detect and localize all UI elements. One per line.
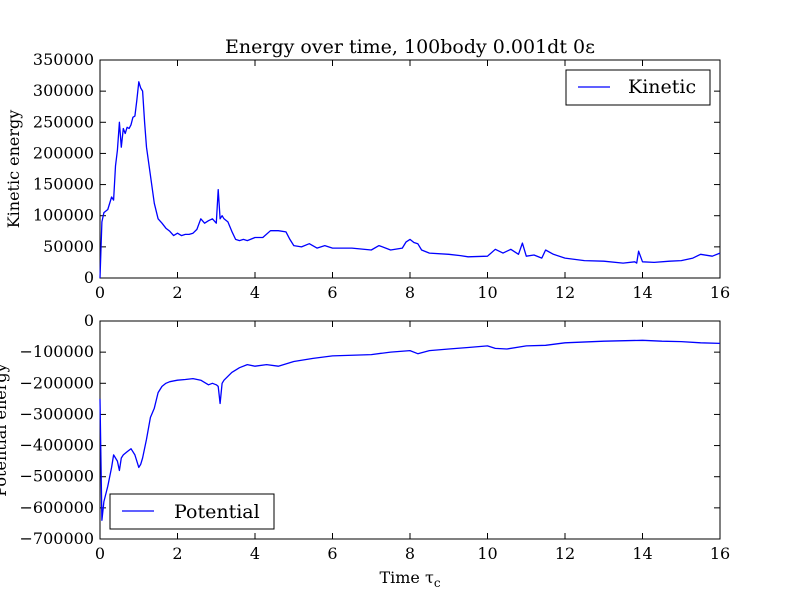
potential-energy-chart: Potential energy 0 2 4 6 8 10 12 14 16 0 −100000 −… <box>0 311 730 590</box>
y-tick-label: 100000 <box>33 206 94 225</box>
series-line <box>99 81 721 279</box>
y-tick-label: −600000 <box>20 498 94 517</box>
y-axis-label: Kinetic energy <box>4 110 23 229</box>
x-tick-label: 8 <box>405 544 415 563</box>
y-tick-label: −300000 <box>20 404 94 423</box>
x-tick-label: 6 <box>327 544 337 563</box>
y-tick-label: 150000 <box>33 175 94 194</box>
x-tick-label: 12 <box>555 283 575 302</box>
x-tick-label: 4 <box>250 544 260 563</box>
x-ticks: 0 2 4 6 8 10 12 14 16 <box>95 321 730 563</box>
x-axis-label-subscript: c <box>434 576 441 590</box>
x-tick-label: 10 <box>477 283 497 302</box>
x-tick-label: 2 <box>172 283 182 302</box>
y-tick-label: 0 <box>84 311 94 330</box>
y-tick-label: −100000 <box>20 342 94 361</box>
x-axis-label-text: Time τ <box>379 568 434 587</box>
y-tick-label: −200000 <box>20 373 94 392</box>
chart-title: Energy over time, 100body 0.001dt 0ε <box>225 36 595 58</box>
y-tick-label: 200000 <box>33 143 94 162</box>
y-tick-label: 300000 <box>33 81 94 100</box>
kinetic-energy-chart: Energy over time, 100body 0.001dt 0ε Kin… <box>4 36 730 302</box>
x-tick-label: 12 <box>555 544 575 563</box>
x-ticks: 0 2 4 6 8 10 12 14 16 <box>95 60 730 302</box>
x-axis-label: Time τc <box>379 568 440 590</box>
x-tick-label: 2 <box>172 544 182 563</box>
x-tick-label: 16 <box>710 283 730 302</box>
y-tick-label: −700000 <box>20 529 94 548</box>
legend: Kinetic <box>565 69 711 106</box>
y-tick-label: 0 <box>84 268 94 287</box>
series-group <box>99 339 721 521</box>
y-tick-label: 250000 <box>33 112 94 131</box>
x-tick-label: 4 <box>250 283 260 302</box>
legend-label: Kinetic <box>628 76 696 98</box>
y-axis-label: Potential energy <box>0 363 10 496</box>
x-tick-label: 6 <box>327 283 337 302</box>
legend-label: Potential <box>174 501 260 523</box>
x-tick-label: 10 <box>477 544 497 563</box>
y-tick-label: 50000 <box>43 237 94 256</box>
x-tick-label: 0 <box>95 283 105 302</box>
y-tick-label: −500000 <box>20 467 94 486</box>
x-tick-label: 14 <box>632 283 652 302</box>
y-tick-label: 350000 <box>33 50 94 69</box>
y-tick-label: −400000 <box>20 436 94 455</box>
x-tick-label: 16 <box>710 544 730 563</box>
legend: Potential <box>109 493 275 530</box>
y-ticks: 0 −100000 −200000 −300000 −400000 −500000 −600… <box>20 311 720 548</box>
x-tick-label: 14 <box>632 544 652 563</box>
y-ticks: 0 50000 100000 150000 200000 250000 300000 3500… <box>33 50 720 287</box>
x-tick-label: 0 <box>95 544 105 563</box>
series-line <box>99 339 721 521</box>
series-group <box>99 81 721 279</box>
x-tick-label: 8 <box>405 283 415 302</box>
